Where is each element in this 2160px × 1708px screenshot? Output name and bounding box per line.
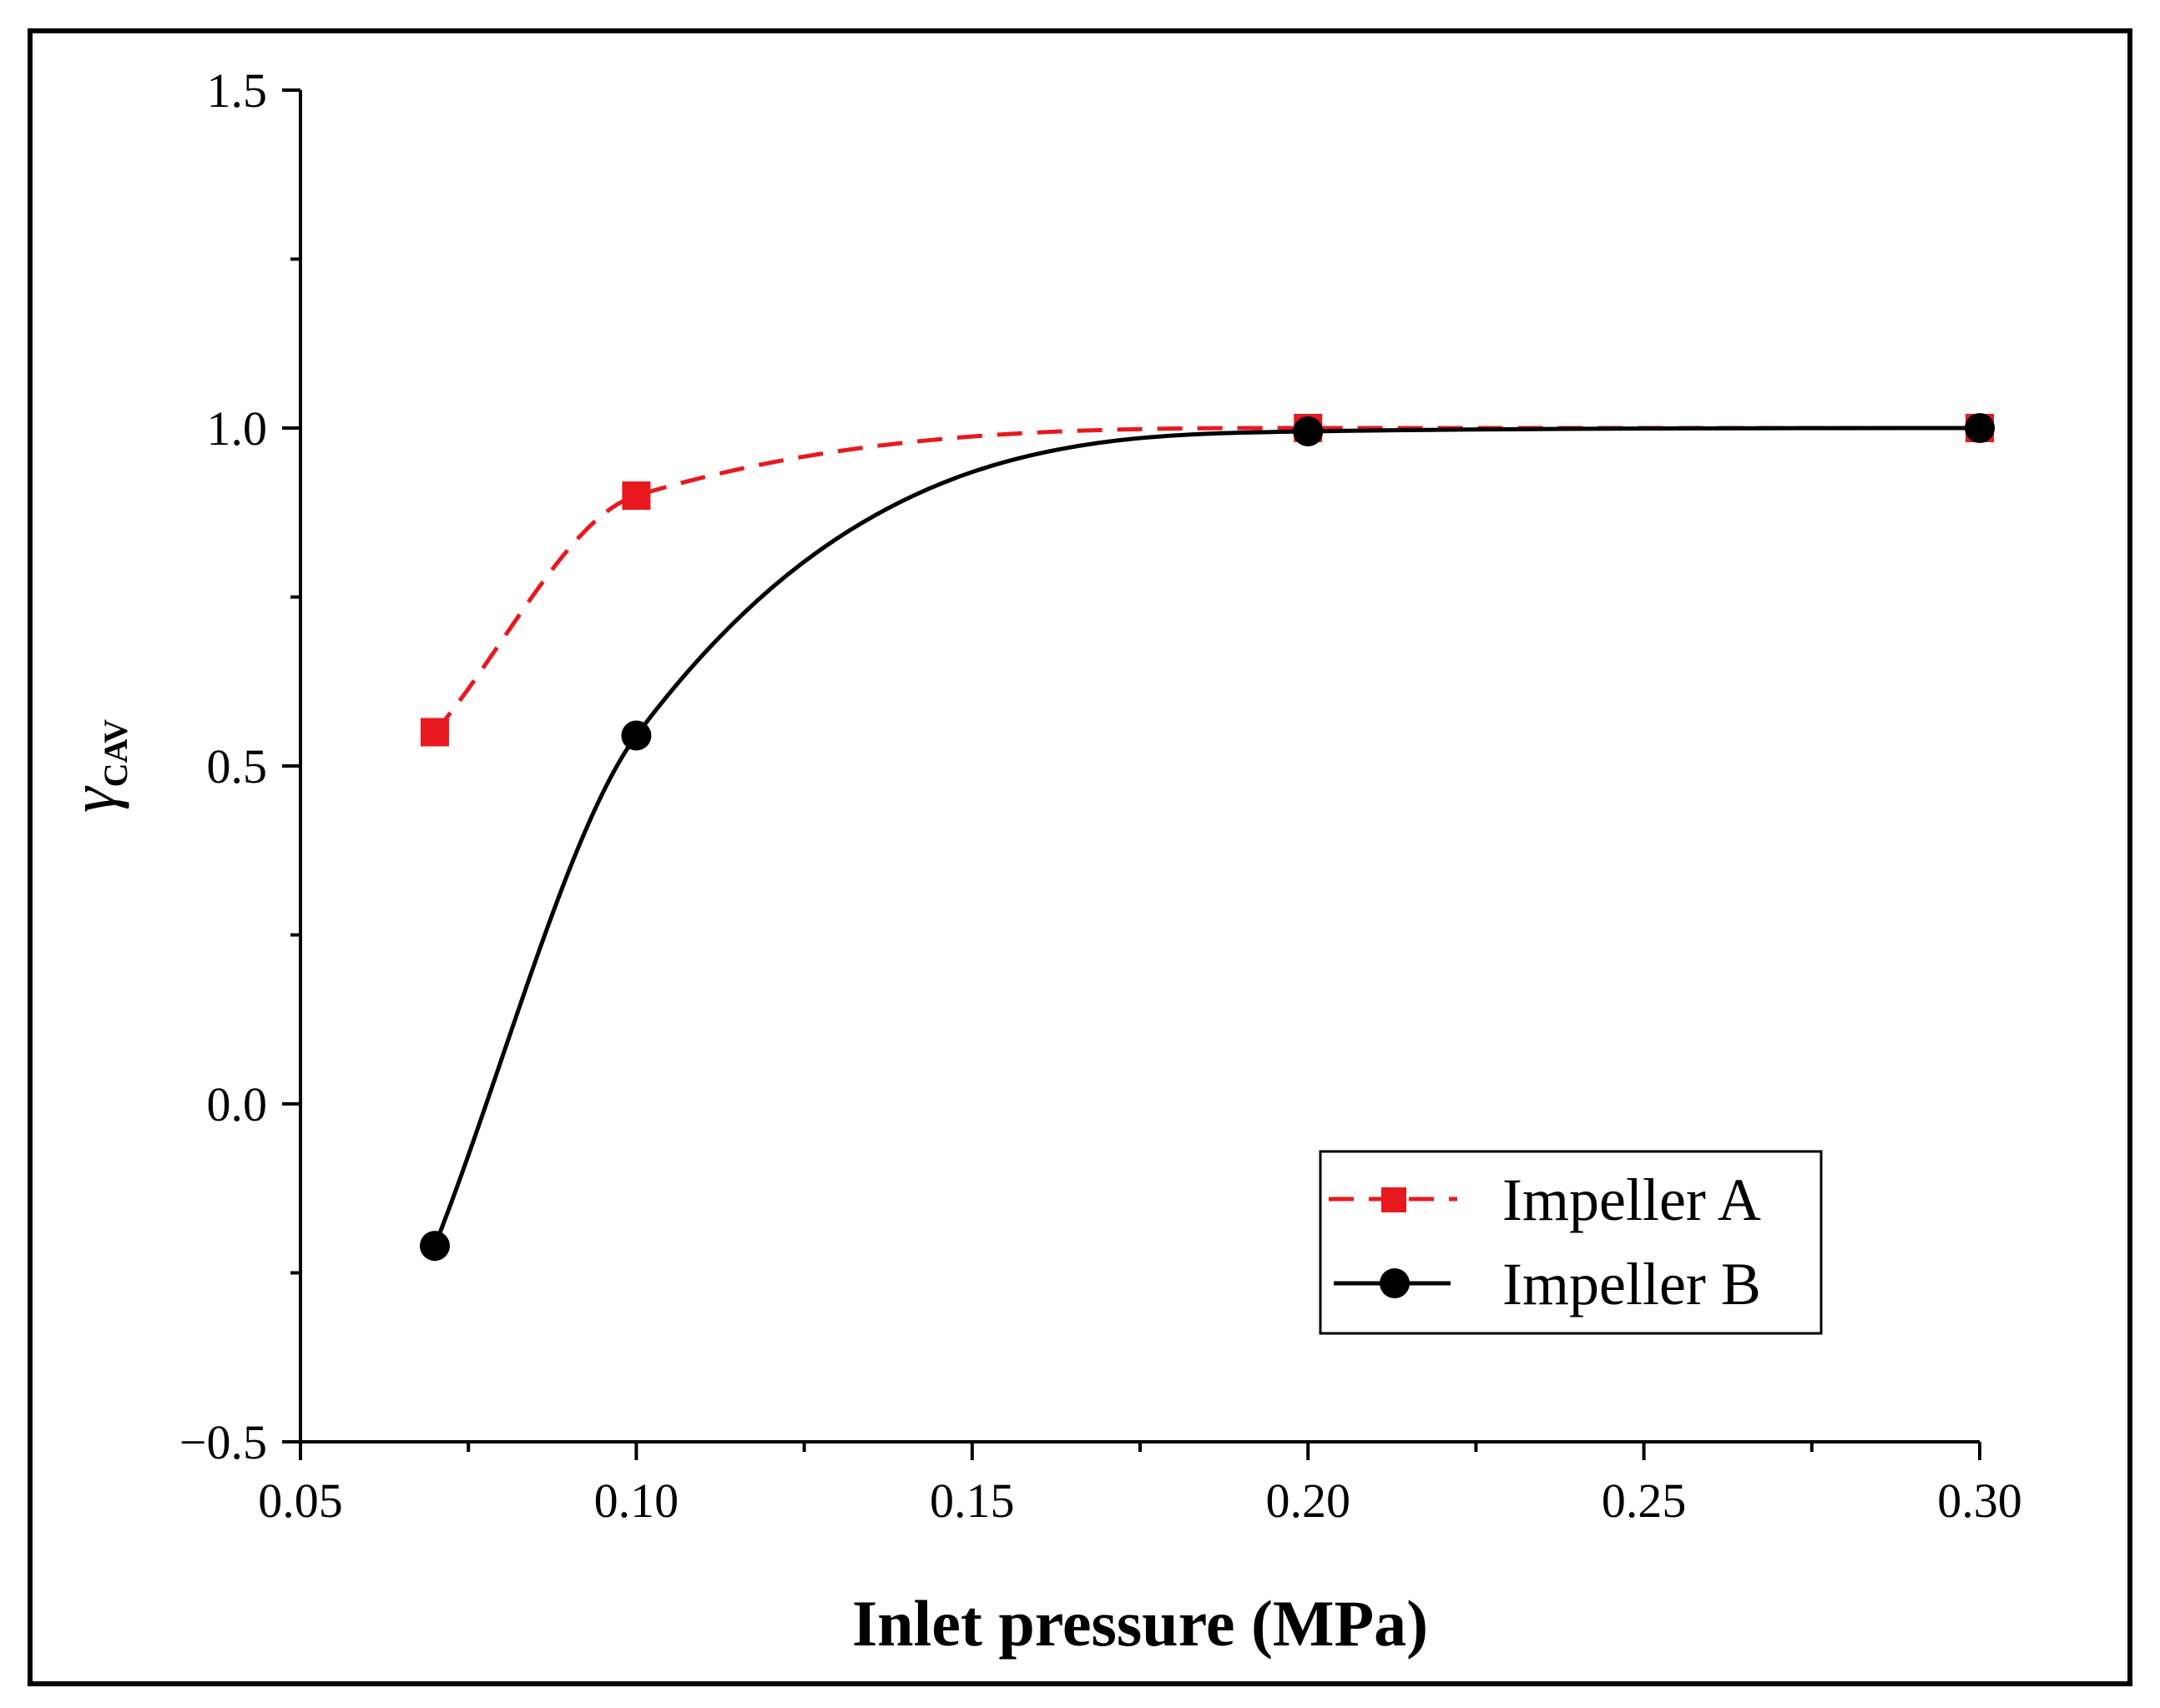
data-point-impeller-b <box>1965 413 1995 443</box>
data-point-impeller-b <box>419 1231 450 1262</box>
figure-frame <box>28 28 2132 1686</box>
legend-label-impeller-a: Impeller A <box>1502 1166 1761 1233</box>
legend-marker-circle <box>1380 1268 1410 1298</box>
y-tick-label: 0.5 <box>207 739 268 794</box>
y-axis-title: γCAV <box>57 719 134 813</box>
x-tick-label: 0.30 <box>1937 1474 2022 1528</box>
y-tick-label: 1.5 <box>207 63 268 118</box>
legend: Impeller A Impeller B <box>1319 1150 1823 1335</box>
series-line-impeller-b <box>432 426 1981 1247</box>
data-point-impeller-a <box>420 718 449 747</box>
data-point-impeller-a <box>622 481 651 510</box>
y-tick-label: 0.0 <box>207 1077 268 1131</box>
x-tick-label: 0.20 <box>1265 1474 1350 1528</box>
series-layer <box>419 413 1995 1262</box>
legend-box <box>1319 1150 1823 1335</box>
x-tick-label: 0.10 <box>594 1474 679 1528</box>
x-axis-title: Inlet pressure (MPa) <box>852 1587 1428 1660</box>
data-point-impeller-b <box>621 720 652 751</box>
y-axis-title-symbol: γ <box>57 785 129 813</box>
legend-label-impeller-b: Impeller B <box>1502 1251 1761 1318</box>
x-tick-label: 0.15 <box>930 1474 1015 1528</box>
y-axis-title-subscript: CAV <box>97 719 134 788</box>
data-point-impeller-b <box>1293 416 1324 447</box>
x-tick-label: 0.05 <box>258 1474 343 1528</box>
y-tick-label: 1.0 <box>207 401 268 456</box>
y-ticks: −0.5 0.0 0.5 1.0 1.5 <box>179 63 300 1469</box>
y-tick-label: −0.5 <box>179 1415 267 1469</box>
x-ticks: 0.05 0.10 0.15 0.20 0.25 0.30 <box>258 1442 2022 1528</box>
legend-marker-square <box>1381 1187 1406 1212</box>
x-tick-label: 0.25 <box>1602 1474 1687 1528</box>
svg-text:γCAV: γCAV <box>57 719 134 813</box>
